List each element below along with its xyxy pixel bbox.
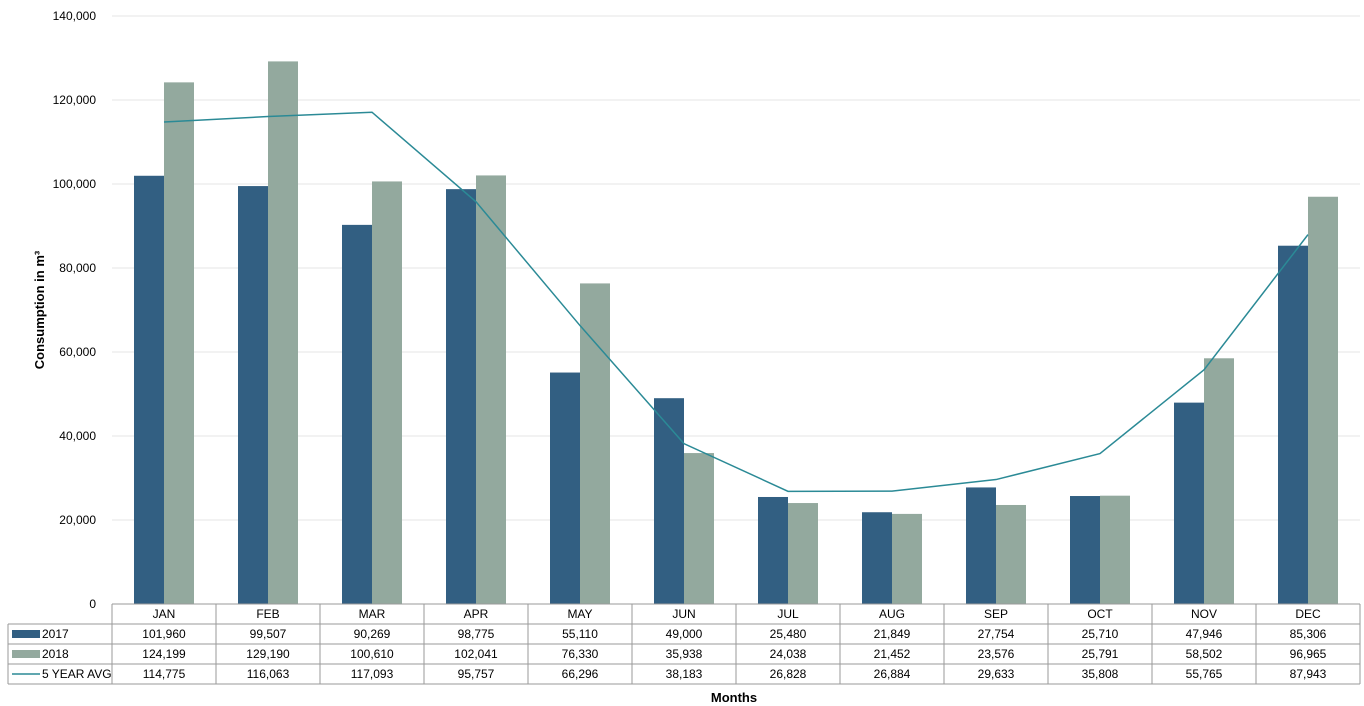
bar-2017 bbox=[966, 487, 996, 604]
x-tick-label: JUL bbox=[777, 607, 799, 621]
data-label: 124,199 bbox=[142, 647, 186, 661]
y-tick-label: 80,000 bbox=[59, 261, 96, 275]
data-label: 96,965 bbox=[1290, 647, 1327, 661]
bar-2017 bbox=[1174, 402, 1204, 604]
data-label: 85,306 bbox=[1290, 627, 1327, 641]
data-label: 21,452 bbox=[874, 647, 911, 661]
bar-2018 bbox=[372, 181, 402, 605]
x-tick-label: JAN bbox=[153, 607, 176, 621]
data-label: 29,633 bbox=[978, 667, 1015, 681]
bar-2017 bbox=[1278, 245, 1308, 605]
bar-2018 bbox=[268, 61, 298, 605]
bar-2017 bbox=[238, 186, 268, 604]
data-label: 47,946 bbox=[1186, 627, 1223, 641]
data-label: 21,849 bbox=[874, 627, 911, 641]
bar-2017 bbox=[1070, 496, 1100, 604]
data-label: 90,269 bbox=[354, 627, 391, 641]
data-label: 76,330 bbox=[562, 647, 599, 661]
bar-2017 bbox=[862, 512, 892, 604]
x-tick-label: MAR bbox=[359, 607, 386, 621]
data-label: 49,000 bbox=[666, 627, 703, 641]
data-label: 129,190 bbox=[246, 647, 290, 661]
data-label: 100,610 bbox=[350, 647, 394, 661]
data-label: 26,884 bbox=[874, 667, 911, 681]
data-label: 66,296 bbox=[562, 667, 599, 681]
y-axis: 0 20,000 40,000 60,000 80,000 100,000 120,000 1… bbox=[53, 9, 97, 611]
bar-2018 bbox=[164, 82, 194, 604]
y-tick-label: 40,000 bbox=[59, 429, 96, 443]
data-label: 116,063 bbox=[247, 667, 290, 681]
bar-2018 bbox=[996, 504, 1026, 604]
bar-2018 bbox=[476, 175, 506, 604]
y-tick-label: 120,000 bbox=[53, 93, 97, 107]
data-label: 23,576 bbox=[978, 647, 1015, 661]
x-tick-label: DEC bbox=[1295, 607, 1321, 621]
y-tick-label: 20,000 bbox=[59, 513, 96, 527]
data-label: 98,775 bbox=[458, 627, 495, 641]
bar-2017 bbox=[446, 189, 476, 604]
avg-line bbox=[163, 111, 1309, 493]
x-tick-label: JUN bbox=[672, 607, 695, 621]
y-tick-label: 0 bbox=[89, 597, 96, 611]
data-label: 27,754 bbox=[978, 627, 1015, 641]
x-tick-label: SEP bbox=[984, 607, 1008, 621]
y-tick-label: 140,000 bbox=[53, 9, 97, 23]
data-label: 102,041 bbox=[454, 647, 498, 661]
y-tick-label: 60,000 bbox=[59, 345, 96, 359]
data-label: 114,775 bbox=[143, 667, 186, 681]
gridlines bbox=[112, 15, 1360, 521]
bars bbox=[134, 61, 1338, 605]
legend-swatch bbox=[12, 630, 40, 638]
data-label: 101,960 bbox=[142, 627, 186, 641]
data-label: 24,038 bbox=[770, 647, 807, 661]
x-tick-label: NOV bbox=[1191, 607, 1217, 621]
bar-2018 bbox=[580, 283, 610, 604]
data-label: 55,110 bbox=[562, 627, 598, 641]
legend-label: 2018 bbox=[42, 647, 69, 661]
data-label: 25,480 bbox=[770, 627, 807, 641]
bar-2018 bbox=[788, 503, 818, 604]
x-tick-label: FEB bbox=[256, 607, 279, 621]
bar-2017 bbox=[342, 224, 372, 605]
line-5-year-avg bbox=[163, 111, 1309, 493]
data-label: 55,765 bbox=[1186, 667, 1223, 681]
x-tick-label: AUG bbox=[879, 607, 905, 621]
x-axis-label: Months bbox=[711, 690, 757, 705]
bar-2018 bbox=[1204, 358, 1234, 604]
bar-2017 bbox=[654, 398, 684, 604]
data-label: 26,828 bbox=[770, 667, 807, 681]
data-table: JAN FEB MAR APR MAY JUN JUL AUG SEP OCT NOV DEC 2017… bbox=[7, 603, 1361, 685]
bar-2017 bbox=[134, 175, 164, 604]
bar-2018 bbox=[684, 453, 714, 604]
legend-label: 5 YEAR AVG bbox=[42, 667, 112, 681]
data-label: 38,183 bbox=[666, 667, 703, 681]
x-tick-label: OCT bbox=[1087, 607, 1113, 621]
data-label: 95,757 bbox=[458, 667, 495, 681]
data-label: 25,710 bbox=[1082, 627, 1119, 641]
legend-label: 2017 bbox=[42, 627, 69, 641]
data-label: 35,938 bbox=[666, 647, 703, 661]
x-tick-label: APR bbox=[464, 607, 489, 621]
legend-swatch bbox=[12, 650, 40, 658]
y-tick-label: 100,000 bbox=[53, 177, 97, 191]
data-label: 25,791 bbox=[1082, 647, 1119, 661]
bar-2017 bbox=[758, 496, 788, 604]
x-tick-label: MAY bbox=[567, 607, 592, 621]
data-label: 117,093 bbox=[351, 667, 394, 681]
bar-2018 bbox=[1308, 196, 1338, 604]
data-label: 58,502 bbox=[1186, 647, 1223, 661]
data-label: 87,943 bbox=[1290, 667, 1327, 681]
bar-2018 bbox=[892, 513, 922, 604]
bar-2017 bbox=[550, 372, 580, 604]
y-axis-label: Consumption in m³ bbox=[32, 250, 47, 369]
data-label: 35,808 bbox=[1082, 667, 1119, 681]
bar-2018 bbox=[1100, 495, 1130, 604]
data-label: 99,507 bbox=[250, 627, 287, 641]
